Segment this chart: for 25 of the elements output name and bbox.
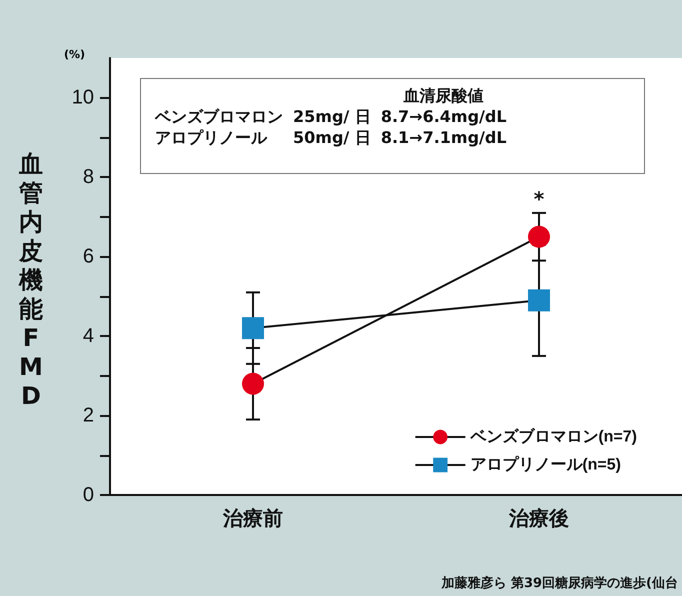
y-tick-label: 10	[72, 86, 94, 109]
y-tick-label: 0	[82, 484, 94, 506]
annotation: 50mg/ 日	[293, 127, 372, 148]
x-tick-label: 治療後	[508, 507, 569, 530]
annotation: アロプリノール	[155, 127, 268, 148]
y-tick-label: 6	[82, 246, 94, 268]
legend-label: ベンズブロマロン(n=7)	[469, 428, 637, 446]
annotation: 25mg/ 日	[293, 106, 372, 127]
text: (%)	[64, 48, 86, 61]
x-tick-label: 治療前	[222, 507, 283, 530]
point	[242, 372, 264, 395]
annotation: 8.7→6.4mg/dL	[380, 106, 508, 127]
legend-label: アロプリノール(n=5)	[470, 456, 621, 474]
annotation: *	[533, 186, 545, 211]
y-tick-label: 2	[82, 404, 94, 427]
annotation: ベンズブロマロン	[155, 106, 284, 127]
point	[242, 317, 264, 340]
text: 血管内皮機能FMD	[19, 150, 43, 410]
y-tick-label: 4	[82, 325, 94, 348]
annotation: 8.1→7.1mg/dL	[380, 127, 508, 148]
y-tick-label: 8	[82, 166, 94, 188]
point	[528, 226, 550, 248]
text: 加藤雅彦ら 第39回糖尿病学の進歩(仙台	[441, 574, 678, 592]
annotation: 血清尿酸値	[402, 85, 485, 106]
point	[528, 289, 550, 312]
